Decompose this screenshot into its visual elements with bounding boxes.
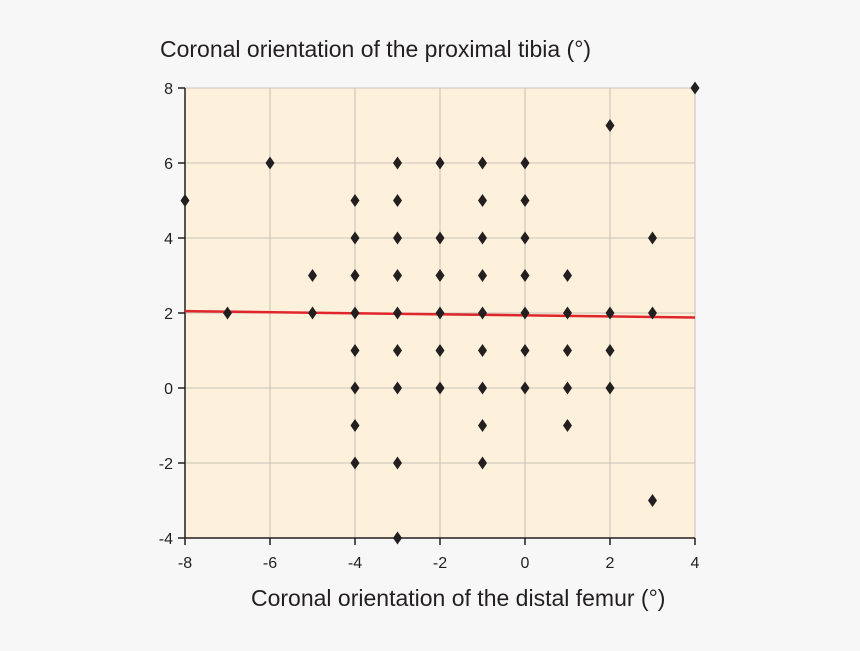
data-point-marker xyxy=(393,344,402,357)
data-point-marker xyxy=(478,306,487,320)
data-point-marker xyxy=(393,194,402,207)
y-tick-label: 8 xyxy=(164,81,173,98)
data-point-marker xyxy=(478,381,487,395)
data-point-marker xyxy=(520,381,530,395)
data-point-marker xyxy=(478,419,487,432)
data-point-marker xyxy=(478,344,487,357)
data-point-marker xyxy=(520,231,530,245)
x-tick-label: 0 xyxy=(521,555,530,572)
data-point-marker xyxy=(435,306,445,320)
data-points xyxy=(180,81,700,545)
data-point-marker xyxy=(350,419,360,432)
data-point-marker xyxy=(265,156,275,170)
data-point-marker xyxy=(478,194,487,207)
data-point-marker xyxy=(308,306,317,320)
data-point-marker xyxy=(350,269,360,282)
x-tick-label: -2 xyxy=(433,555,447,572)
axes xyxy=(178,87,696,545)
data-point-marker xyxy=(350,381,360,395)
data-point-marker xyxy=(478,269,487,282)
data-point-marker xyxy=(350,194,360,207)
data-point-marker xyxy=(393,231,402,245)
y-tick-label: 2 xyxy=(164,306,173,323)
data-point-marker xyxy=(478,156,487,170)
data-point-marker xyxy=(350,456,360,470)
data-point-marker xyxy=(605,381,615,395)
data-point-marker xyxy=(563,344,572,357)
tick-labels: -4 -2 0 2 4 6 8 -8 -6 -4 -2 0 2 4 xyxy=(159,81,700,572)
data-point-marker xyxy=(393,531,402,545)
data-point-marker xyxy=(393,381,402,395)
data-point-marker xyxy=(435,269,445,282)
data-point-marker xyxy=(478,231,487,245)
x-tick-label: -4 xyxy=(348,555,362,572)
data-point-marker xyxy=(520,344,530,357)
x-tick-label: -6 xyxy=(263,555,277,572)
data-point-marker xyxy=(605,306,615,320)
x-tick-label: 4 xyxy=(691,555,700,572)
y-tick-label: 0 xyxy=(164,381,173,398)
data-point-marker xyxy=(435,231,445,245)
y-tick-label: 6 xyxy=(164,156,173,173)
data-point-marker xyxy=(393,156,402,170)
data-point-marker xyxy=(648,231,657,245)
y-tick-label: -4 xyxy=(159,531,173,548)
data-point-marker xyxy=(605,344,615,357)
y-tick-label: 4 xyxy=(164,231,173,248)
data-point-marker xyxy=(648,494,657,507)
data-point-marker xyxy=(393,269,402,282)
data-point-marker xyxy=(393,306,402,320)
data-point-marker xyxy=(180,194,190,207)
x-tick-label: 2 xyxy=(606,555,615,572)
x-tick-label: -8 xyxy=(178,555,192,572)
data-point-marker xyxy=(435,344,445,357)
data-point-marker xyxy=(563,269,572,282)
data-point-marker xyxy=(308,269,317,282)
y-tick-label: -2 xyxy=(159,456,173,473)
y-axis-title: Coronal orientation of the proximal tibi… xyxy=(160,36,592,62)
data-point-marker xyxy=(350,231,360,245)
data-point-marker xyxy=(435,381,445,395)
data-point-marker xyxy=(690,81,700,95)
data-point-marker xyxy=(435,156,445,170)
data-point-marker xyxy=(520,156,530,170)
data-point-marker xyxy=(350,306,360,320)
data-point-marker xyxy=(393,456,402,470)
x-axis-title: Coronal orientation of the distal femur … xyxy=(251,585,666,611)
data-point-marker xyxy=(520,269,530,282)
data-point-marker xyxy=(648,306,657,320)
data-point-marker xyxy=(520,306,530,320)
data-point-marker xyxy=(563,419,572,432)
data-point-marker xyxy=(478,456,487,470)
data-point-marker xyxy=(520,194,530,207)
data-point-marker xyxy=(563,381,572,395)
data-point-marker xyxy=(350,344,360,357)
data-point-marker xyxy=(223,306,232,320)
data-point-marker xyxy=(605,119,615,132)
data-point-marker xyxy=(563,306,572,320)
